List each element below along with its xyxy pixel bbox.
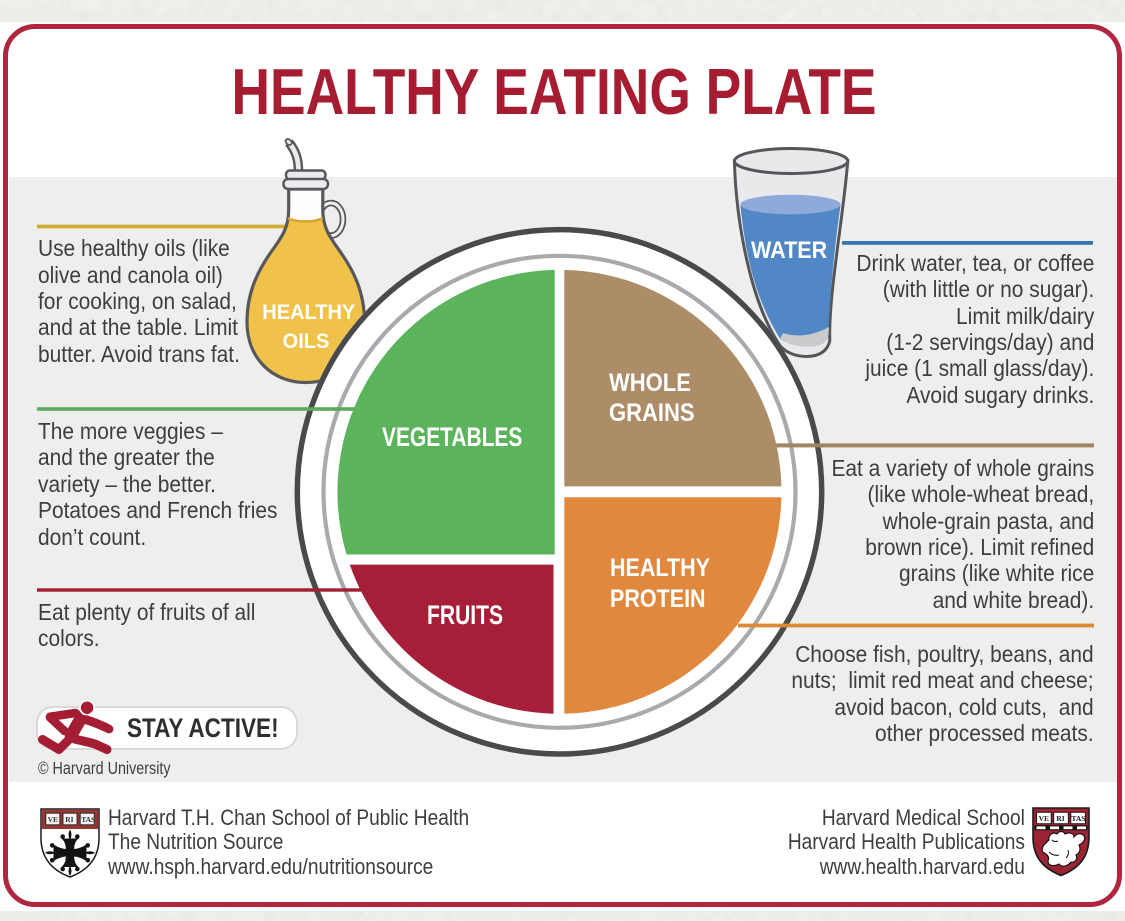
svg-text:VE: VE (48, 815, 58, 824)
svg-text:RI: RI (65, 815, 73, 824)
svg-text:TAS: TAS (1071, 814, 1085, 823)
svg-text:VE: VE (1039, 814, 1049, 823)
svg-text:RI: RI (1056, 814, 1064, 823)
svg-text:TAS: TAS (81, 815, 95, 824)
